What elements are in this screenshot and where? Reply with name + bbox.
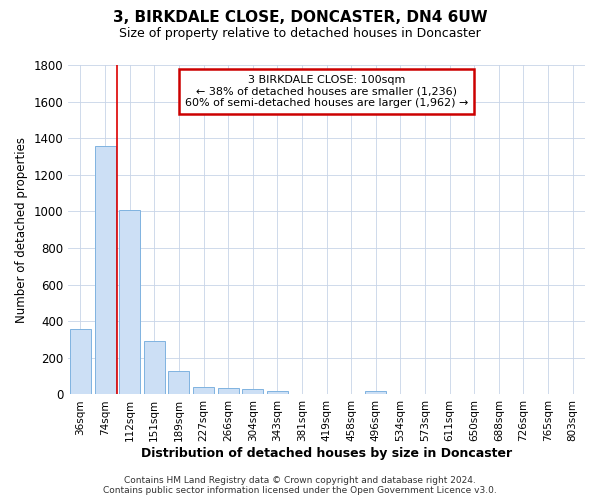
- Bar: [119, 210, 140, 394]
- Bar: [193, 387, 214, 394]
- Bar: [242, 390, 263, 394]
- Text: 3, BIRKDALE CLOSE, DONCASTER, DN4 6UW: 3, BIRKDALE CLOSE, DONCASTER, DN4 6UW: [113, 10, 487, 25]
- Text: 3 BIRKDALE CLOSE: 100sqm
← 38% of detached houses are smaller (1,236)
60% of sem: 3 BIRKDALE CLOSE: 100sqm ← 38% of detach…: [185, 75, 468, 108]
- Bar: [267, 391, 288, 394]
- Bar: [218, 388, 239, 394]
- Y-axis label: Number of detached properties: Number of detached properties: [15, 136, 28, 322]
- Bar: [144, 342, 165, 394]
- Bar: [95, 146, 116, 394]
- Bar: [365, 391, 386, 394]
- Bar: [169, 370, 190, 394]
- Text: Size of property relative to detached houses in Doncaster: Size of property relative to detached ho…: [119, 28, 481, 40]
- X-axis label: Distribution of detached houses by size in Doncaster: Distribution of detached houses by size …: [141, 447, 512, 460]
- Bar: [70, 330, 91, 394]
- Text: Contains HM Land Registry data © Crown copyright and database right 2024.
Contai: Contains HM Land Registry data © Crown c…: [103, 476, 497, 495]
